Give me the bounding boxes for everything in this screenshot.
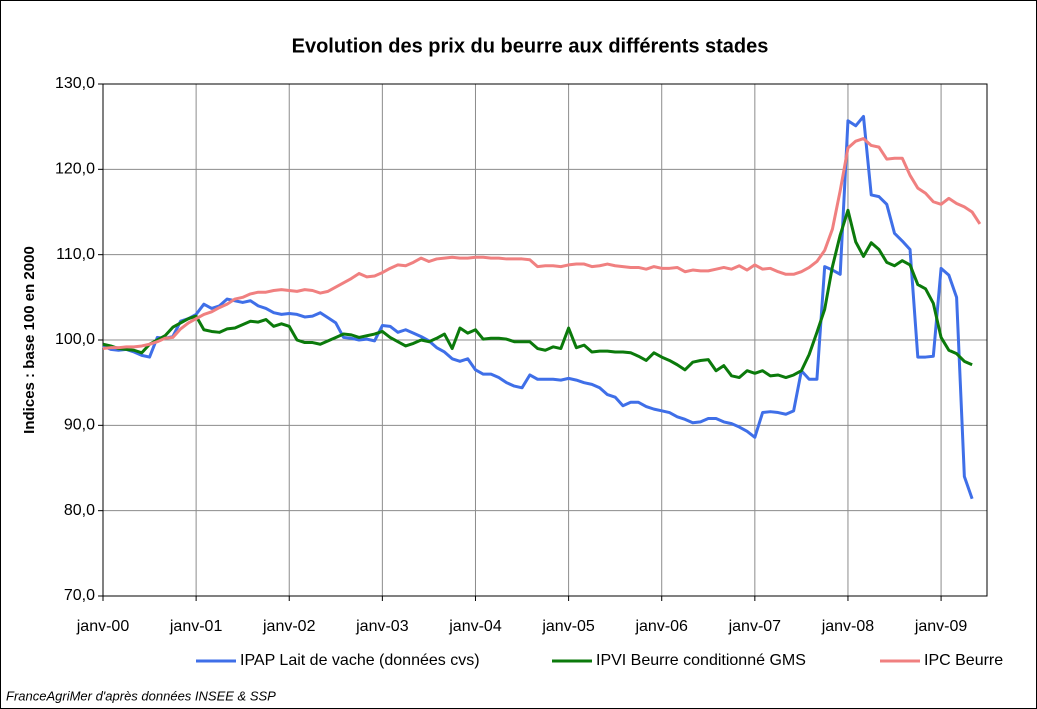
x-tick-label: janv-00: [76, 618, 130, 635]
x-tick-label: janv-01: [169, 618, 223, 635]
series-line: [102, 208, 973, 380]
legend-label: IPVI Beurre conditionné GMS: [596, 652, 806, 669]
legend-label: IPC Beurre: [924, 652, 1003, 669]
x-tick-label: janv-04: [448, 618, 502, 635]
x-tick-label: janv-06: [634, 618, 688, 635]
chart-title: Evolution des prix du beurre aux différe…: [292, 35, 769, 57]
series-line: [102, 114, 974, 500]
source-note: FranceAgriMer d'après données INSEE & SS…: [6, 688, 276, 703]
x-tick-label: janv-02: [262, 618, 316, 635]
y-tick-label: 120,0: [55, 161, 95, 178]
legend-label: IPAP Lait de vache (données cvs): [240, 652, 480, 669]
y-tick-label: 130,0: [55, 75, 95, 92]
x-tick-label: janv-03: [355, 618, 409, 635]
y-tick-label: 110,0: [56, 246, 95, 263]
y-tick-label: 70,0: [64, 587, 95, 604]
x-tick-label: janv-09: [914, 618, 968, 635]
series-line: [102, 137, 982, 351]
x-tick-label: janv-07: [728, 618, 782, 635]
x-tick-label: janv-05: [541, 618, 595, 635]
plot-frame: [102, 83, 988, 597]
y-tick-label: 100,0: [55, 331, 95, 348]
y-tick-label: 90,0: [64, 417, 95, 434]
y-tick-label: 80,0: [64, 502, 95, 519]
y-axis-label: Indices : base 100 en 2000: [21, 246, 38, 434]
x-tick-label: janv-08: [821, 618, 875, 635]
